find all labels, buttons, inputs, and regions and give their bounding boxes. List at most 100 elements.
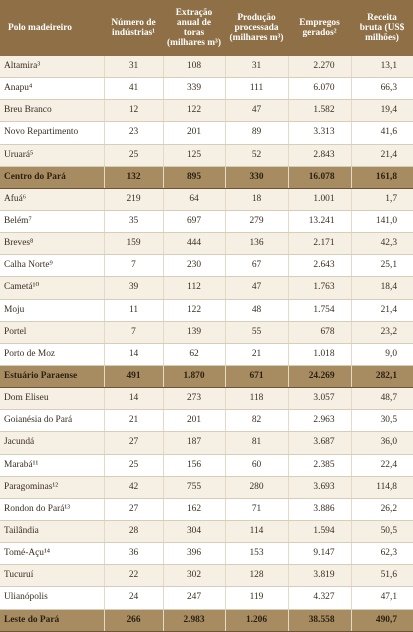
cell-producao: 48: [224, 299, 288, 322]
table-row: Tomé-Açu¹⁴ 36 396 153 9.147 62,3: [0, 542, 413, 566]
cell-producao: 81: [224, 431, 288, 455]
cell-producao: 55: [224, 321, 288, 344]
cell-empregos: 2.963: [287, 409, 351, 433]
cell-receita: 18,4: [350, 276, 413, 300]
header-empregos: Empregos gerados²: [288, 0, 351, 56]
cell-extracao: 201: [162, 409, 225, 433]
cell-receita: 114,8: [350, 476, 413, 499]
table-row: Tailândia 28 304 114 1.594 50,5: [0, 520, 413, 544]
cell-receita: 9,0: [350, 343, 413, 366]
cell-empregos: 3.819: [287, 564, 351, 588]
cell-receita: 48,7: [350, 387, 413, 411]
cell-polo: Tucuruí: [0, 564, 104, 588]
table-row: Moju 11 122 48 1.754 21,4: [0, 299, 413, 322]
cell-polo: Calha Norte⁹: [0, 254, 104, 278]
cell-empregos: 3.886: [287, 498, 351, 521]
cell-polo: Breu Branco: [0, 99, 104, 123]
table-total-row: Leste do Pará 266 2.983 1.206 38.558 490,7: [0, 609, 413, 632]
cell-industrias: 12: [103, 99, 163, 123]
cell-industrias: 35: [103, 210, 163, 234]
table-row: Dom Eliseu 14 273 118 3.057 48,7: [0, 387, 413, 411]
table-row: Portel 7 139 55 678 23,2: [0, 321, 413, 344]
cell-polo: Tailândia: [0, 520, 104, 544]
cell-industrias: 11: [103, 299, 163, 322]
table-row: Belém⁷ 35 697 279 13.241 141,0: [0, 210, 413, 234]
header-producao: Produção processada (milhares m³): [225, 0, 288, 56]
table-row: Calha Norte⁹ 7 230 67 2.643 25,1: [0, 254, 413, 278]
cell-industrias: 36: [103, 542, 163, 566]
table-body: Altamira³ 31 108 31 2.270 13,1 Anapu⁴ 41 339 111 6…: [0, 56, 413, 632]
cell-polo: Cametá¹⁰: [0, 276, 104, 300]
cell-industrias: 27: [103, 431, 163, 455]
cell-empregos: 2.843: [287, 144, 351, 167]
cell-empregos: 2.270: [287, 56, 351, 79]
cell-producao: 67: [224, 254, 288, 278]
cell-producao: 118: [224, 387, 288, 411]
cell-producao: 330: [224, 166, 288, 189]
cell-receita: 30,5: [350, 409, 413, 433]
header-extracao: Extração anual de toras (milhares m³): [163, 0, 225, 56]
table-row: Ulianópolis 24 247 119 4.327 47,1: [0, 586, 413, 610]
cell-empregos: 4.327: [287, 586, 351, 610]
cell-extracao: 697: [162, 210, 225, 234]
table-row: Anapu⁴ 41 339 111 6.070 66,3: [0, 77, 413, 101]
cell-empregos: 38.558: [287, 609, 351, 632]
cell-producao: 114: [224, 520, 288, 544]
cell-extracao: 139: [162, 321, 225, 344]
table-row: Porto de Moz 14 62 21 1.018 9,0: [0, 343, 413, 366]
cell-receita: 25,1: [350, 254, 413, 278]
cell-receita: 141,0: [350, 210, 413, 234]
cell-extracao: 339: [162, 77, 225, 101]
cell-empregos: 9.147: [287, 542, 351, 566]
table-row: Novo Repartimento 23 201 89 3.313 41,6: [0, 121, 413, 145]
cell-extracao: 1.870: [162, 365, 225, 389]
header-receita: Receita bruta (US$ milhões): [351, 0, 413, 56]
cell-industrias: 159: [103, 232, 163, 256]
cell-receita: 490,7: [350, 609, 413, 632]
cell-receita: 62,3: [350, 542, 413, 566]
cell-extracao: 396: [162, 542, 225, 566]
cell-empregos: 24.269: [287, 365, 351, 389]
cell-polo: Tomé-Açu¹⁴: [0, 542, 104, 566]
cell-receita: 22,4: [350, 454, 413, 477]
cell-extracao: 122: [162, 99, 225, 123]
cell-industrias: 31: [103, 56, 163, 79]
cell-producao: 119: [224, 586, 288, 610]
cell-empregos: 1.582: [287, 99, 351, 123]
cell-receita: 42,3: [350, 232, 413, 256]
cell-producao: 82: [224, 409, 288, 433]
header-industrias: Número de indústrias¹: [104, 0, 163, 56]
cell-industrias: 14: [103, 387, 163, 411]
cell-empregos: 6.070: [287, 77, 351, 101]
cell-extracao: 156: [162, 454, 225, 477]
table-row: Paragominas¹² 42 755 280 3.693 114,8: [0, 476, 413, 499]
cell-industrias: 14: [103, 343, 163, 366]
cell-receita: 66,3: [350, 77, 413, 101]
cell-industrias: 42: [103, 476, 163, 499]
cell-receita: 21,4: [350, 144, 413, 167]
cell-polo: Altamira³: [0, 56, 104, 79]
cell-receita: 50,5: [350, 520, 413, 544]
cell-polo: Leste do Pará: [0, 609, 104, 632]
cell-receita: 282,1: [350, 365, 413, 389]
cell-empregos: 3.693: [287, 476, 351, 499]
header-polo: Polo madeireiro: [0, 0, 104, 56]
cell-extracao: 108: [162, 56, 225, 79]
cell-polo: Belém⁷: [0, 210, 104, 234]
cell-empregos: 1.018: [287, 343, 351, 366]
cell-polo: Dom Eliseu: [0, 387, 104, 411]
cell-empregos: 1.594: [287, 520, 351, 544]
cell-extracao: 230: [162, 254, 225, 278]
cell-polo: Anapu⁴: [0, 77, 104, 101]
cell-producao: 671: [224, 365, 288, 389]
cell-extracao: 201: [162, 121, 225, 145]
cell-extracao: 62: [162, 343, 225, 366]
table-row: Cametá¹⁰ 39 112 47 1.763 18,4: [0, 276, 413, 300]
cell-empregos: 1.754: [287, 299, 351, 322]
cell-polo: Moju: [0, 299, 104, 322]
cell-empregos: 1.763: [287, 276, 351, 300]
table-row: Breu Branco 12 122 47 1.582 19,4: [0, 99, 413, 123]
cell-empregos: 2.171: [287, 232, 351, 256]
cell-receita: 19,4: [350, 99, 413, 123]
